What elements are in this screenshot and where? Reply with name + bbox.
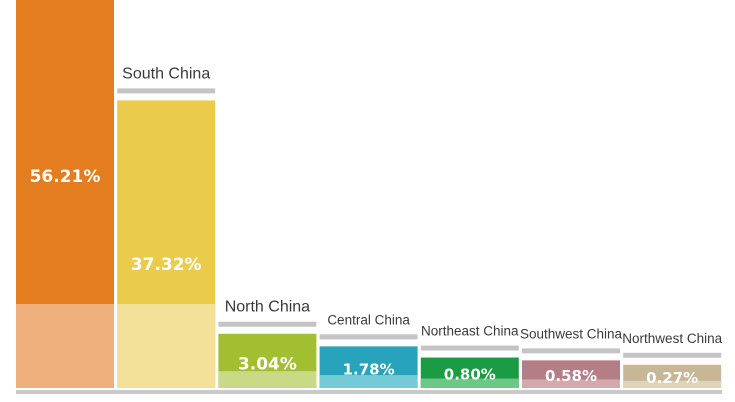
bar-lower-southwest-china: [522, 379, 620, 388]
bar-group-southwest-china: Southwest China 0.58%: [520, 326, 623, 388]
bar-cap-northeast-china: [420, 345, 519, 351]
bar-group-central-china: Central China 1.78%: [319, 312, 418, 388]
value-label-central-china: 1.78%: [343, 361, 395, 379]
bar-lower-east-china: [16, 304, 114, 388]
category-label-north-china: North China: [225, 299, 310, 316]
bar-lower-northwest-china: [623, 380, 722, 388]
category-label-southwest-china: Southwest China: [520, 326, 623, 341]
category-label-northwest-china: Northwest China: [622, 331, 722, 346]
bar-group-northeast-china: Northeast China 0.80%: [420, 324, 519, 388]
bars-layer: East China56.21% South China 37.32% North C…: [16, 0, 723, 388]
bar-cap-southwest-china: [522, 348, 620, 354]
category-label-central-china: Central China: [327, 312, 410, 327]
value-label-northwest-china: 0.27%: [646, 369, 698, 387]
bar-cap-south-china: [117, 88, 216, 94]
bar-lower-south-china: [117, 304, 216, 388]
bar-cap-north-china: [218, 321, 317, 327]
value-label-southwest-china: 0.58%: [545, 367, 597, 385]
bar-lower-central-china: [319, 375, 418, 388]
bar-group-east-china: East China56.21%: [16, 0, 114, 388]
baseline-axis: [16, 390, 722, 394]
bar-cap-northwest-china: [623, 352, 722, 358]
bar-group-south-china: South China 37.32%: [117, 65, 216, 388]
value-label-east-china: 56.21%: [30, 167, 101, 187]
category-label-northeast-china: Northeast China: [421, 324, 519, 339]
bar-lower-northeast-china: [420, 378, 519, 388]
bar-group-north-china: North China 3.04%: [218, 299, 317, 388]
value-label-south-china: 37.32%: [131, 255, 202, 275]
category-label-south-china: South China: [122, 65, 210, 82]
value-label-northeast-china: 0.80%: [444, 366, 496, 384]
bar-group-northwest-china: Northwest China 0.27%: [622, 331, 723, 388]
bar-cap-central-china: [319, 334, 418, 340]
bar-lower-north-china: [218, 371, 317, 388]
value-label-north-china: 3.04%: [238, 355, 297, 375]
